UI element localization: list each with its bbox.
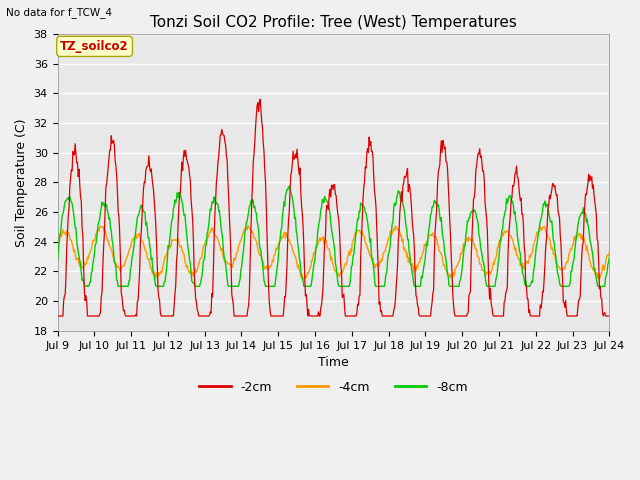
Y-axis label: Soil Temperature (C): Soil Temperature (C)	[15, 118, 28, 247]
Text: TZ_soilco2: TZ_soilco2	[60, 40, 129, 53]
Title: Tonzi Soil CO2 Profile: Tree (West) Temperatures: Tonzi Soil CO2 Profile: Tree (West) Temp…	[150, 15, 517, 30]
Legend: -2cm, -4cm, -8cm: -2cm, -4cm, -8cm	[195, 376, 472, 399]
X-axis label: Time: Time	[318, 356, 349, 369]
Text: No data for f_TCW_4: No data for f_TCW_4	[6, 7, 113, 18]
